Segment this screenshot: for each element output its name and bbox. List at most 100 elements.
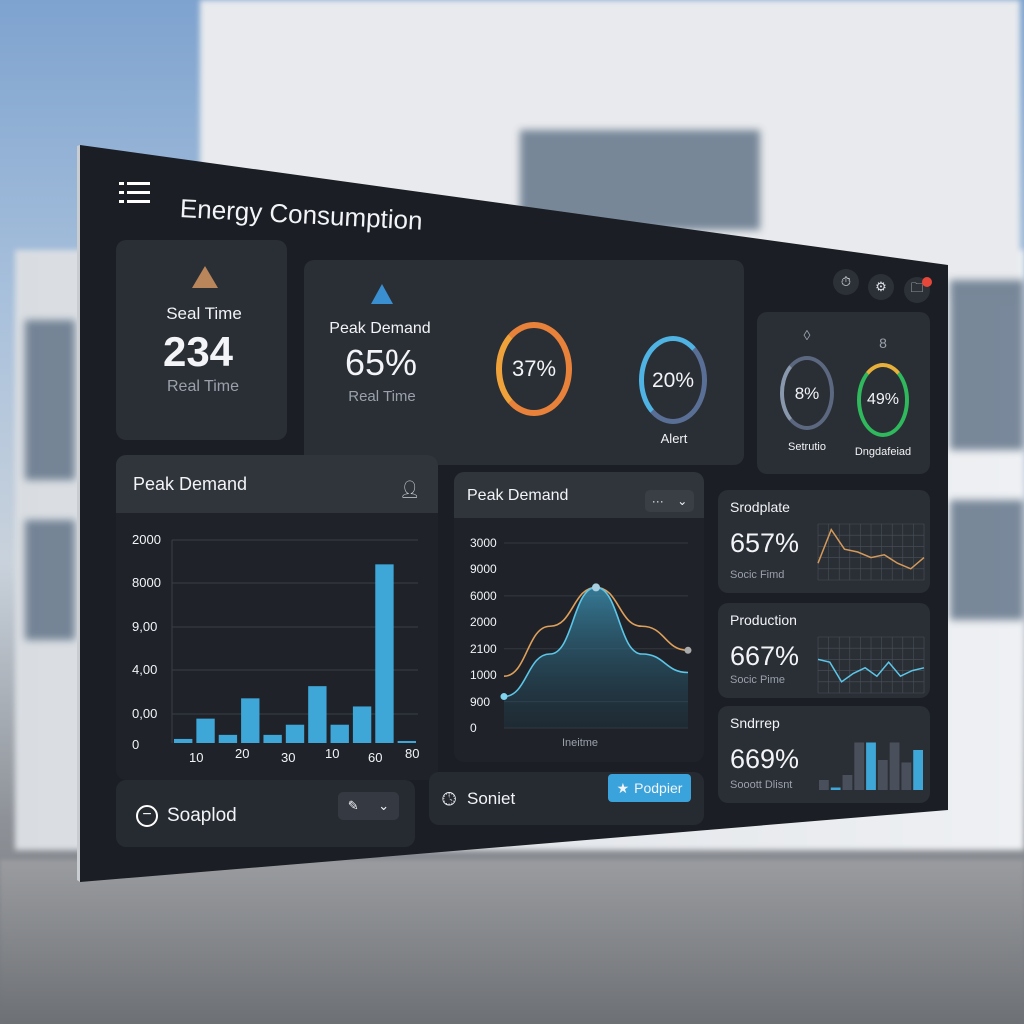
y-tick-label: 6000	[470, 588, 497, 603]
notification-badge	[922, 277, 932, 287]
timer-icon: ⏱	[840, 274, 852, 289]
gauge-caption: Setrutio	[788, 441, 826, 453]
clock-icon: 🕓︎	[442, 789, 457, 809]
x-tick-label: 20	[235, 746, 250, 761]
area-fill	[504, 587, 688, 728]
button-label: Podpier	[634, 780, 683, 796]
brush-icon: ✎	[347, 798, 359, 813]
bar	[877, 760, 888, 790]
stat-sub: Socic Fimd	[730, 569, 785, 581]
chevron-down-icon: ⌄	[677, 494, 688, 508]
bar	[196, 718, 215, 743]
bar	[830, 787, 841, 790]
gauge-caption: Dngdafeiad	[854, 446, 912, 458]
gauge-value: 49%	[866, 391, 900, 408]
settings-button[interactable]: ⚙	[868, 274, 894, 300]
data-point	[500, 693, 508, 701]
footer-dropdown[interactable]: ✎ ⌄	[338, 792, 399, 820]
stat-title: Production	[730, 612, 797, 628]
y-tick-label: 0	[132, 737, 140, 752]
stat-card: Production 667% Socic Pime	[718, 603, 930, 698]
bar	[285, 724, 305, 743]
bar	[352, 706, 372, 743]
stat-title: Sndrrep	[730, 715, 780, 731]
kpi-sub: Real Time	[166, 378, 240, 395]
notification-button[interactable]: 🗀	[904, 277, 932, 303]
y-tick-label: 1000	[470, 668, 497, 683]
footer-label: Soniet	[467, 789, 516, 808]
x-tick-label: 30	[281, 750, 296, 765]
footer-label: Soaplod	[167, 805, 237, 826]
gauge-value: 20%	[651, 369, 695, 392]
timer-button[interactable]: ⏱	[833, 269, 859, 295]
kpi-sub: Real Time	[348, 388, 416, 405]
data-point	[684, 646, 692, 654]
stat-sub: Socic Pime	[730, 674, 786, 686]
panel-title: Peak Demand	[467, 487, 569, 504]
bar	[889, 742, 900, 790]
y-tick-label: 0,00	[132, 706, 158, 721]
stat-value: 669%	[730, 744, 800, 774]
gauge-8	[780, 356, 834, 430]
bar	[842, 775, 853, 790]
kpi-card-real-time: Seal Time 234 Real Time	[116, 240, 287, 440]
x-tick-label: 10	[325, 746, 340, 761]
data-point	[592, 583, 600, 592]
gauge-20	[639, 336, 707, 424]
sparkline-chart	[817, 523, 925, 581]
y-tick-label: 3000	[470, 536, 497, 550]
triangle-icon	[192, 266, 218, 288]
hamburger-menu-icon	[119, 182, 150, 203]
x-tick-label: 80	[405, 746, 420, 761]
stat-card: Sndrrep 669% Sooott Dlisnt	[718, 706, 930, 803]
gauge-value: 8%	[794, 384, 820, 403]
bar	[397, 740, 416, 743]
minus-circle-icon: −	[136, 805, 158, 827]
y-tick-label: 2000	[132, 532, 161, 547]
y-tick-label: 9000	[470, 562, 497, 577]
panel-menu-dropdown[interactable]: ··· ⌄	[645, 490, 694, 512]
mini-bar-chart	[819, 742, 923, 790]
gauge-caption: Alert	[660, 431, 688, 446]
stat-card: Srodplate 657% Socic Fimd	[718, 490, 930, 593]
bar	[241, 698, 260, 743]
x-tick-label: 60	[368, 750, 383, 765]
gauge-37	[496, 322, 572, 416]
bar	[174, 738, 193, 743]
stat-sub: Sooott Dlisnt	[730, 779, 793, 791]
gauge-value: 37%	[511, 356, 557, 381]
x-axis-label: Ineitme	[561, 737, 599, 749]
stat-value: 667%	[730, 641, 800, 671]
bar	[819, 780, 829, 790]
sparkline-chart	[817, 636, 925, 694]
star-badge-icon: ★	[616, 779, 630, 796]
bar	[375, 564, 394, 743]
drop-icon: ◊	[803, 327, 811, 343]
notification-icon: 🗀	[910, 280, 924, 295]
y-tick-label: 8000	[132, 575, 161, 590]
chevron-down-icon: ⌄	[378, 798, 390, 813]
person-icon[interactable]: 👤︎	[399, 480, 421, 499]
sparkline	[817, 528, 925, 570]
bar	[901, 762, 912, 790]
x-tick-label: 10	[189, 750, 204, 765]
bar	[913, 750, 923, 790]
settings-icon: ⚙	[875, 279, 887, 294]
bar	[308, 686, 327, 743]
bar	[330, 724, 349, 743]
user-icon: 8	[879, 335, 887, 351]
stat-title: Srodplate	[730, 499, 790, 515]
triangle-icon	[371, 284, 393, 304]
panel-header	[116, 455, 438, 513]
y-tick-label: 9,00	[132, 619, 158, 634]
bar	[263, 734, 282, 743]
kpi-label: Seal Time	[166, 304, 242, 323]
y-tick-label: 2100	[470, 641, 497, 656]
menu-button[interactable]	[119, 181, 151, 205]
bar	[218, 734, 238, 743]
podpier-button[interactable]: ★ Podpier	[608, 774, 691, 802]
sparkline	[817, 658, 925, 683]
